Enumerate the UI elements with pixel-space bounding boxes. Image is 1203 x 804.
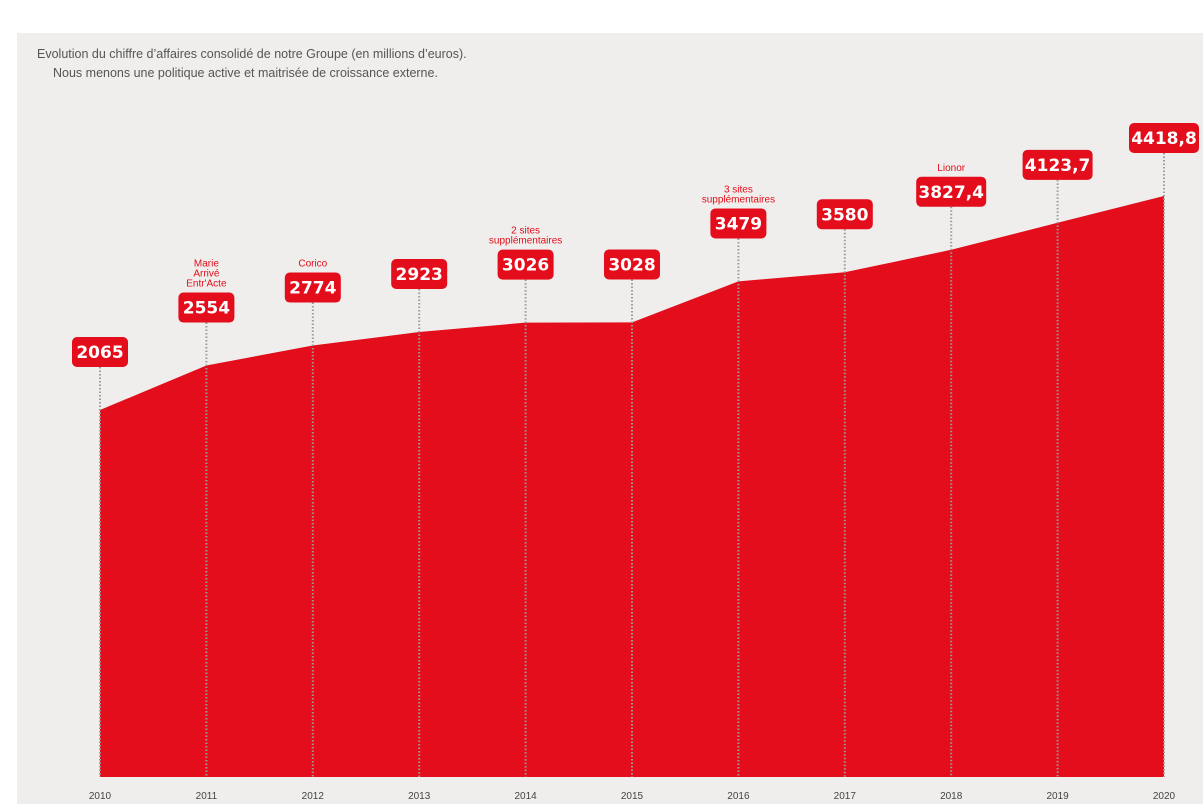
annotation-line: 3 sites	[724, 184, 753, 195]
value-badge-2018	[916, 176, 987, 207]
annotation-2014: 2 sites supplémentaires	[489, 226, 562, 247]
x-tick-2017: 2017	[834, 791, 857, 802]
value-label-2015: 3028	[608, 255, 655, 275]
annotation-2016: 3 sites supplémentaires	[702, 184, 775, 205]
x-tick-2019: 2019	[1046, 791, 1069, 802]
x-tick-2015: 2015	[621, 791, 644, 802]
x-tick-2020: 2020	[1153, 791, 1176, 802]
x-tick-2014: 2014	[514, 791, 537, 802]
annotation-2012: Corico	[298, 259, 327, 270]
x-tick-2012: 2012	[302, 791, 325, 802]
value-label-2014: 3026	[502, 256, 549, 276]
value-badge-2013	[391, 258, 448, 289]
value-label-2013: 2923	[396, 265, 443, 285]
x-tick-2018: 2018	[940, 791, 963, 802]
value-label-2018: 3827,4	[918, 183, 984, 203]
revenue-area-chart: Evolution du chiffre d’affaires consolid…	[37, 47, 1199, 802]
annotation-line: Corico	[298, 259, 327, 270]
value-label-2012: 2774	[289, 279, 336, 299]
x-tick-2013: 2013	[408, 791, 431, 802]
value-badges: 2065 2554 2774 2923 3026 3028 3479 3580 3827,4 41…	[72, 123, 1199, 367]
x-tick-2011: 2011	[196, 791, 218, 802]
value-label-2010: 2065	[76, 343, 123, 363]
annotation-line: 2 sites	[511, 226, 540, 237]
value-badge-2014	[497, 249, 554, 280]
x-axis-tick-labels: 2010 2011 2012 2013 2014 2015 2016 2017 2018 2019…	[89, 791, 1176, 802]
chart-title-line-1: Evolution du chiffre d’affaires consolid…	[37, 47, 467, 61]
annotation-line: supplémentaires	[489, 236, 562, 247]
chart-title-line-2: Nous menons une politique active et mait…	[53, 66, 438, 80]
x-tick-2010: 2010	[89, 791, 112, 802]
value-badge-2015	[604, 249, 660, 280]
annotation-2011: Marie Arrivé Entr'Acte	[186, 259, 227, 290]
value-label-2011: 2554	[183, 299, 230, 319]
annotation-line: Arrivé	[193, 269, 220, 280]
value-badge-2016	[710, 208, 767, 239]
value-label-2017: 3580	[821, 205, 868, 225]
annotation-line: Marie	[194, 259, 219, 270]
chart-panel: Evolution du chiffre d’affaires consolid…	[17, 33, 1203, 804]
annotation-line: supplémentaires	[702, 194, 775, 205]
value-badge-2019	[1022, 149, 1093, 180]
value-badge-2010	[72, 337, 128, 367]
value-badge-2017	[816, 199, 873, 230]
value-badge-2012	[284, 272, 341, 303]
dotted-lines	[99, 153, 1165, 777]
value-badge-2011	[178, 292, 235, 323]
annotation-line: Lionor	[937, 163, 965, 174]
value-label-2016: 3479	[715, 214, 762, 234]
annotation-line: Entr'Acte	[186, 279, 227, 290]
x-tick-2016: 2016	[727, 791, 750, 802]
value-label-2019: 4123,7	[1025, 156, 1091, 176]
annotation-2018: Lionor	[937, 163, 965, 174]
value-label-2020: 4418,8	[1131, 129, 1197, 149]
value-badge-2020	[1129, 123, 1199, 153]
